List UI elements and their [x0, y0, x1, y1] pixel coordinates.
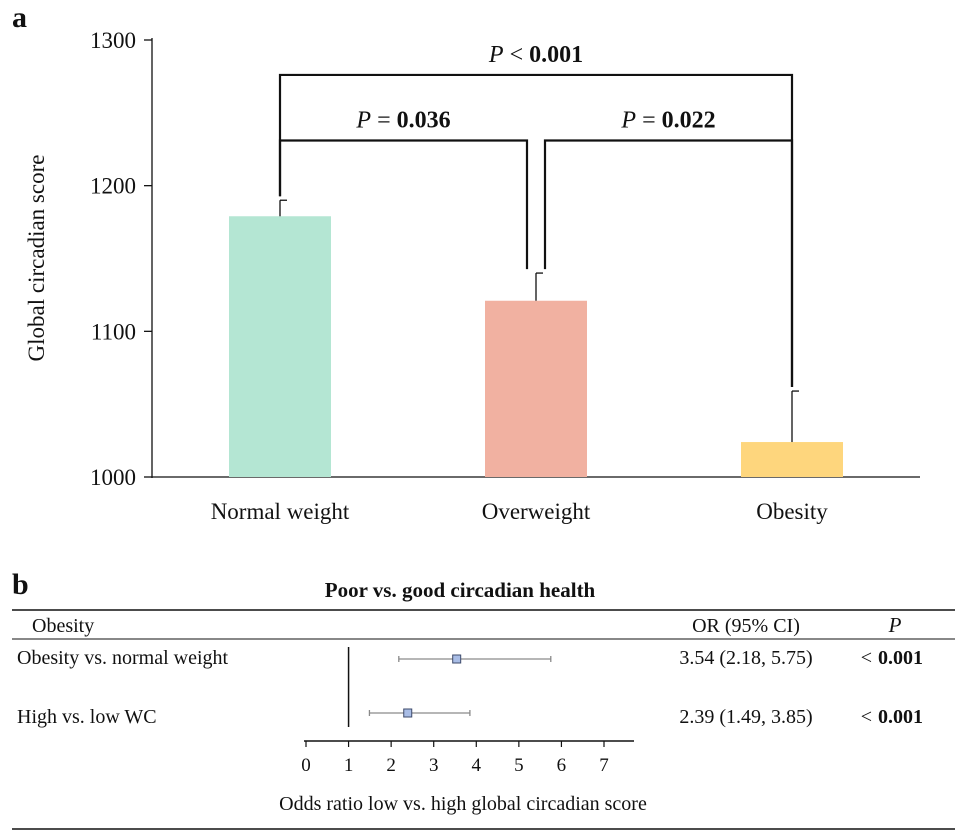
- forest-points: [368, 654, 552, 718]
- row-or-ci: 3.54 (2.18, 5.75): [679, 647, 812, 669]
- p-value-label: P = 0.036: [355, 108, 450, 134]
- forest-tick-label: 3: [429, 755, 439, 776]
- table-row: Obesity vs. normal weight 3.54 (2.18, 5.…: [17, 647, 923, 669]
- forest-tick-label: 0: [301, 755, 311, 776]
- y-tick-label: 1100: [91, 319, 136, 344]
- forest-tick-label: 6: [557, 755, 567, 776]
- bar: [485, 300, 587, 477]
- significance-brackets: P = 0.036 P = 0.022 P < 0.001: [278, 42, 794, 388]
- y-tick-label: 1000: [90, 465, 136, 490]
- panel-a-label: a: [12, 1, 27, 34]
- x-tick-label: Obesity: [756, 499, 828, 524]
- forest-tick-label: 1: [344, 755, 354, 776]
- header-or: OR (95% CI): [692, 615, 800, 637]
- forest-plot-title: Poor vs. good circadian health: [325, 578, 596, 602]
- forest-tick-label: 7: [599, 755, 609, 776]
- panel-b-label: b: [12, 568, 29, 601]
- x-tick-labels: Normal weight Overweight Obesity: [211, 499, 829, 524]
- x-tick-label: Overweight: [482, 499, 591, 524]
- p-value-label: P < 0.001: [488, 42, 583, 68]
- forest-tick-label: 4: [472, 755, 482, 776]
- row-p-operator: <: [861, 647, 872, 669]
- significance-bracket: [278, 73, 794, 388]
- odds-ratio-marker: [403, 708, 413, 718]
- row-p-value: 0.001: [878, 706, 923, 728]
- x-tick-label: Normal weight: [211, 499, 350, 524]
- bar-chart: Global circadian score 1000110012001300 …: [24, 28, 920, 524]
- row-label: Obesity vs. normal weight: [17, 647, 229, 669]
- bar: [741, 442, 843, 477]
- odds-ratio-marker: [452, 654, 462, 664]
- row-p-value: 0.001: [878, 647, 923, 669]
- forest-x-axis-label: Odds ratio low vs. high global circadian…: [279, 793, 647, 815]
- forest-tick-label: 2: [386, 755, 396, 776]
- row-label: High vs. low WC: [17, 706, 157, 728]
- y-ticks: 1000 1100 1200 1300: [90, 28, 152, 490]
- p-value-label: P = 0.022: [620, 108, 715, 134]
- row-p-operator: <: [861, 706, 872, 728]
- forest-tick-label: 5: [514, 755, 524, 776]
- header-p: P: [888, 613, 902, 637]
- header-group: Obesity: [32, 615, 94, 637]
- y-axis-label: Global circadian score: [24, 155, 49, 362]
- bars: [229, 199, 843, 478]
- bar: [229, 216, 331, 478]
- table-row: High vs. low WC 2.39 (1.49, 3.85) < 0.00…: [17, 706, 923, 728]
- forest-plot: 0 1 2 3 4 5 6 7 Odds ratio low vs. high global …: [279, 647, 647, 815]
- y-tick-label: 1200: [90, 174, 136, 199]
- forest-x-ticks: 0 1 2 3 4 5 6 7: [301, 741, 609, 776]
- row-or-ci: 2.39 (1.49, 3.85): [679, 706, 812, 728]
- y-tick-label: 1300: [90, 28, 136, 53]
